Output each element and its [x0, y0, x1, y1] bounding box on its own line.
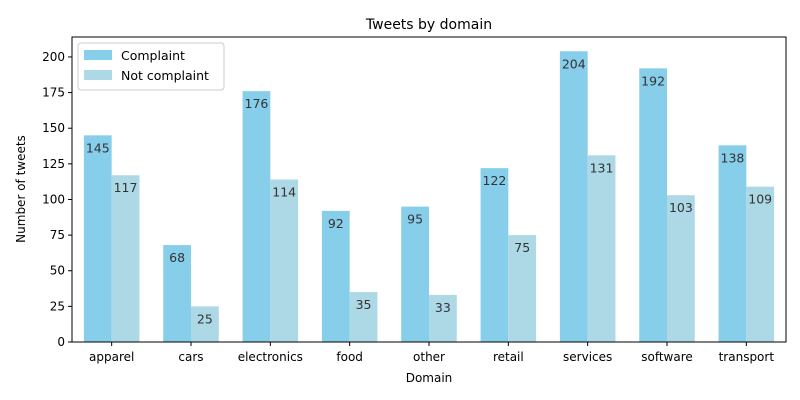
bar-electronics-not-complaint [270, 179, 299, 342]
legend-label-not-complaint: Not complaint [121, 68, 209, 83]
bar-transport-complaint [718, 145, 747, 342]
y-tick-label-125: 125 [42, 157, 65, 171]
data-label-apparel-not-complaint: 117 [114, 180, 138, 195]
x-axis: apparel cars electronics food other retail ser… [89, 342, 774, 364]
x-tick-label-electronics: electronics [238, 350, 303, 364]
legend-label-complaint: Complaint [121, 48, 185, 63]
y-axis-label: Number of tweets [14, 135, 28, 243]
x-tick-label-cars: cars [178, 350, 203, 364]
x-tick-label-services: services [563, 350, 612, 364]
y-tick-label-25: 25 [50, 299, 65, 313]
data-label-retail-complaint: 122 [483, 173, 507, 188]
legend-box [77, 42, 225, 91]
data-label-other-complaint: 95 [407, 212, 423, 227]
data-label-cars-complaint: 68 [169, 250, 185, 265]
legend-swatch-complaint [84, 50, 112, 60]
bar-cars-complaint [163, 245, 191, 342]
bar-software-not-complaint [667, 195, 695, 342]
x-axis-label: Domain [406, 371, 453, 385]
data-label-software-not-complaint: 103 [669, 200, 693, 215]
data-label-food-not-complaint: 35 [356, 297, 372, 312]
bar-retail-not-complaint [508, 235, 537, 342]
legend-swatch-not-complaint [84, 70, 112, 80]
data-label-food-complaint: 92 [328, 216, 344, 231]
bar-transport-not-complaint [746, 186, 775, 342]
data-label-apparel-complaint: 145 [86, 140, 110, 155]
data-label-services-not-complaint: 131 [590, 160, 614, 175]
data-label-transport-complaint: 138 [721, 150, 745, 165]
bar-services-complaint [559, 51, 588, 343]
y-tick-label-150: 150 [42, 121, 65, 135]
x-tick-label-software: software [641, 350, 693, 364]
bar-services-not-complaint [587, 155, 616, 342]
data-label-services-complaint: 204 [562, 56, 586, 71]
bar-apparel-complaint [83, 135, 112, 342]
data-label-software-complaint: 192 [641, 73, 665, 88]
y-tick-label-50: 50 [50, 264, 65, 278]
y-tick-label-75: 75 [50, 228, 65, 242]
plot-frame [71, 36, 787, 343]
data-label-transport-not-complaint: 109 [748, 192, 772, 207]
data-labels-group: 145 117 68 25 176 114 92 35 95 33 122 75 204 131 192 10… [86, 56, 772, 326]
chart-title: Tweets by domain [365, 17, 492, 33]
bar-software-complaint [639, 68, 667, 343]
x-tick-label-transport: transport [719, 350, 775, 364]
data-label-cars-not-complaint: 25 [197, 311, 213, 326]
legend: Complaint Not complaint [77, 42, 225, 91]
bar-apparel-not-complaint [111, 175, 140, 342]
x-tick-label-food: food [336, 350, 363, 364]
x-tick-label-apparel: apparel [89, 350, 134, 364]
y-tick-label-175: 175 [42, 86, 65, 100]
y-tick-label-100: 100 [42, 192, 65, 206]
bar-other-not-complaint [429, 294, 457, 342]
x-tick-label-retail: retail [493, 350, 524, 364]
y-axis: 0 25 50 75 100 125 150 175 200 [42, 50, 72, 349]
y-tick-label-0: 0 [57, 335, 65, 349]
bar-electronics-complaint [242, 91, 271, 343]
data-label-retail-not-complaint: 75 [514, 240, 530, 255]
bar-cars-not-complaint [191, 306, 219, 342]
bar-retail-complaint [480, 168, 509, 342]
bar-food-complaint [321, 210, 350, 342]
y-tick-label-200: 200 [42, 50, 65, 64]
data-label-electronics-complaint: 176 [245, 96, 269, 111]
bar-food-not-complaint [349, 292, 378, 342]
data-label-electronics-not-complaint: 114 [272, 185, 296, 200]
bar-other-complaint [401, 206, 429, 342]
x-tick-label-other: other [413, 350, 445, 364]
data-label-other-not-complaint: 33 [435, 300, 451, 315]
bars-group [83, 51, 775, 343]
